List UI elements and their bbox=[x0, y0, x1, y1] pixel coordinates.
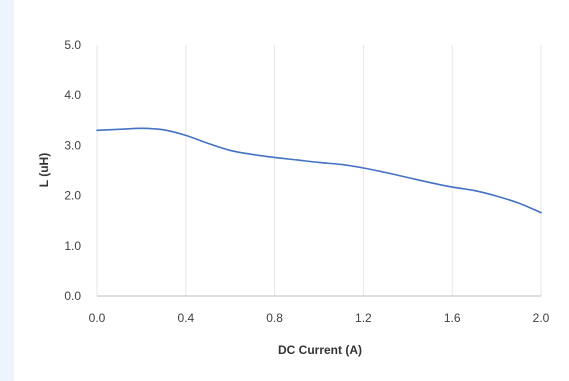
x-tick-label: 1.6 bbox=[444, 311, 461, 325]
tick-labels: 0.0 0.4 0.8 1.2 1.6 2.0 0.0 1.0 2.0 3.0 4.0 5.0 bbox=[64, 38, 549, 325]
x-tick-label: 0.8 bbox=[266, 311, 283, 325]
x-tick-label: 2.0 bbox=[533, 311, 550, 325]
gridlines bbox=[185, 45, 542, 296]
y-tick-label: 2.0 bbox=[64, 189, 81, 203]
x-tick-label: 1.2 bbox=[355, 311, 372, 325]
x-tick-label: 0.0 bbox=[89, 311, 106, 325]
y-tick-label: 1.0 bbox=[64, 239, 81, 253]
series-layer bbox=[96, 127, 542, 214]
y-tick-label: 0.0 bbox=[64, 289, 81, 303]
y-tick-label: 3.0 bbox=[64, 138, 81, 152]
y-tick-label: 4.0 bbox=[64, 88, 81, 102]
x-tick-label: 0.4 bbox=[177, 311, 194, 325]
left-background-strip bbox=[0, 0, 14, 381]
y-tick-label: 5.0 bbox=[64, 38, 81, 52]
y-axis-title: L (uH) bbox=[37, 153, 51, 187]
axes bbox=[96, 45, 541, 297]
x-axis-title: DC Current (A) bbox=[278, 343, 362, 357]
series-line bbox=[96, 127, 542, 214]
